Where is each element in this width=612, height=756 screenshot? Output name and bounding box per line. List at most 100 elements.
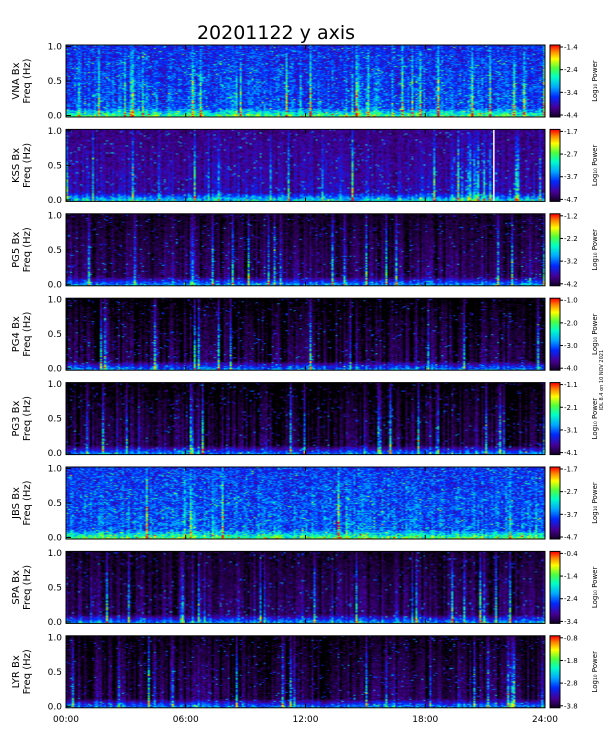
colorbar-label: Log₁₀ Power [591, 145, 599, 187]
colorbar-frame [549, 44, 561, 118]
colorbar [550, 213, 560, 286]
y-tick-label: 0.5 [48, 77, 62, 87]
colorbar-tick-label: -4.7 [564, 196, 578, 204]
colorbar-tick-label: -2.8 [564, 680, 578, 688]
colorbar-tick-label: -0.8 [564, 634, 578, 642]
colorbar-tick-label: -3.7 [564, 511, 578, 519]
y-axis-label-freq: Freq (Hz) [22, 480, 33, 525]
colorbar-tick-label: -2.4 [564, 595, 578, 603]
colorbar-tick-label: -2.0 [564, 319, 578, 327]
spectrogram-pg3 [66, 382, 545, 455]
colorbar-frame [549, 213, 561, 287]
colorbar-frame [549, 466, 561, 540]
y-tick-label: 0.5 [48, 668, 62, 678]
x-tick-label: 24:00 [532, 715, 558, 725]
panel-kss: 0.0 0.5 1.0 KSS Bx Freq (Hz) -1.7 -2.7 -3.7 -4.7… [11, 127, 599, 206]
x-tick-label: 12:00 [293, 715, 319, 725]
y-axis-label-freq: Freq (Hz) [22, 649, 33, 694]
y-axis-label-freq: Freq (Hz) [22, 312, 33, 357]
panel-lyr: 0.0 0.5 1.0 LYR Bx Freq (Hz) -0.8 -1.8 -2.8 -3.8… [11, 633, 599, 712]
y-tick-label: 0.0 [48, 449, 63, 459]
chart-title: 20201122 y axis [197, 22, 355, 44]
y-tick-label: 0.0 [48, 196, 63, 206]
y-tick-label: 0.0 [48, 280, 63, 290]
colorbar-label: Log₁₀ Power [591, 313, 599, 355]
y-tick-label: 0.0 [48, 112, 63, 122]
y-tick-label: 1.0 [48, 211, 63, 221]
colorbar-tick-label: -4.7 [564, 534, 578, 542]
colorbar-tick-label: -2.1 [564, 404, 578, 412]
colorbar [550, 298, 560, 371]
colorbar-label: Log₁₀ Power [591, 229, 599, 271]
y-axis-label-freq: Freq (Hz) [22, 227, 33, 272]
colorbar-tick-label: -1.4 [564, 573, 578, 581]
spectrogram-kss [66, 129, 545, 202]
panel-pg5: 0.0 0.5 1.0 PG5 Bx Freq (Hz) -1.2 -2.2 -3.2 -4.2… [11, 211, 599, 290]
y-tick-label: 0.0 [48, 702, 63, 712]
colorbar [550, 635, 560, 708]
colorbar-tick-label: -3.4 [564, 618, 578, 626]
colorbar [550, 467, 560, 539]
spectrogram-jbs [66, 467, 545, 539]
y-tick-label: 0.0 [48, 618, 63, 628]
x-tick-label: 18:00 [412, 715, 438, 725]
y-tick-label: 0.5 [48, 583, 62, 593]
colorbar-tick-label: -1.2 [564, 212, 578, 220]
colorbar-tick-label: -3.4 [564, 89, 578, 97]
colorbar-frame [549, 635, 561, 709]
colorbar-tick-label: -1.7 [564, 128, 578, 136]
x-tick-label: 06:00 [173, 715, 199, 725]
colorbar-frame [549, 550, 561, 624]
colorbar-tick-label: -3.0 [564, 342, 578, 350]
colorbar-label: Log₁₀ Power [591, 482, 599, 524]
y-tick-label: 0.5 [48, 161, 62, 171]
colorbar-tick-label: -2.4 [564, 66, 578, 74]
colorbar-tick-label: -4.0 [564, 365, 578, 373]
y-tick-label: 0.0 [48, 365, 63, 375]
colorbar-tick-label: -1.8 [564, 657, 578, 665]
colorbar-tick-label: -3.8 [564, 702, 578, 710]
colorbar-tick-label: -2.7 [564, 151, 578, 159]
y-axis-label-station: PG4 Bx [11, 316, 22, 352]
data-gap [493, 129, 495, 202]
colorbar-tick-label: -1.4 [564, 44, 578, 52]
colorbar-tick-label: -3.1 [564, 426, 578, 434]
colorbar-frame [549, 382, 561, 456]
spectrogram-pg5 [66, 213, 545, 286]
side-note: IDL 8.4 on 10 NOV 2021 [599, 350, 605, 410]
colorbar-tick-label: -0.4 [564, 550, 578, 558]
spectrogram-lyr [66, 635, 545, 708]
colorbar-tick-label: -1.0 [564, 297, 578, 305]
y-tick-label: 1.0 [48, 380, 63, 390]
y-tick-label: 1.0 [48, 43, 63, 53]
y-tick-label: 0.5 [48, 415, 62, 425]
colorbar [550, 382, 560, 455]
colorbar-tick-label: -2.2 [564, 235, 578, 243]
colorbar-label: Log₁₀ Power [591, 567, 599, 609]
y-axis-label-station: SPA Bx [11, 570, 22, 605]
colorbar-tick-label: -1.1 [564, 381, 578, 389]
y-tick-label: 0.5 [48, 499, 62, 509]
colorbar-frame [549, 297, 561, 371]
panel-pg4: 0.0 0.5 1.0 PG4 Bx Freq (Hz) -1.0 -2.0 -3.0 -4.0… [11, 296, 599, 375]
colorbar-tick-label: -4.1 [564, 449, 578, 457]
y-axis-label-station: KSS Bx [11, 148, 22, 183]
spectrogram-spa [66, 551, 545, 624]
colorbar-tick-label: -3.7 [564, 173, 578, 181]
colorbar-tick-label: -4.4 [564, 112, 578, 120]
y-tick-label: 0.0 [48, 534, 63, 544]
y-axis-label-station: LYR Bx [11, 655, 22, 688]
y-tick-label: 1.0 [48, 633, 63, 643]
panel-vna: 0.0 0.5 1.0 VNA Bx Freq (Hz) -1.4 -2.4 -3.4 -4.4… [11, 43, 599, 122]
colorbar-label: Log₁₀ Power [591, 651, 599, 693]
y-axis-label-freq: Freq (Hz) [22, 143, 33, 188]
colorbar-tick-label: -2.7 [564, 488, 578, 496]
y-axis-label-freq: Freq (Hz) [22, 565, 33, 610]
colorbar-tick-label: -1.7 [564, 466, 578, 474]
colorbar-label: Log₁₀ Power [591, 398, 599, 440]
y-tick-label: 1.0 [48, 549, 63, 559]
panel-jbs: 0.0 0.5 1.0 JBS Bx Freq (Hz) -1.7 -2.7 -3.7 -4.7… [11, 465, 599, 544]
y-tick-label: 0.5 [48, 330, 62, 340]
